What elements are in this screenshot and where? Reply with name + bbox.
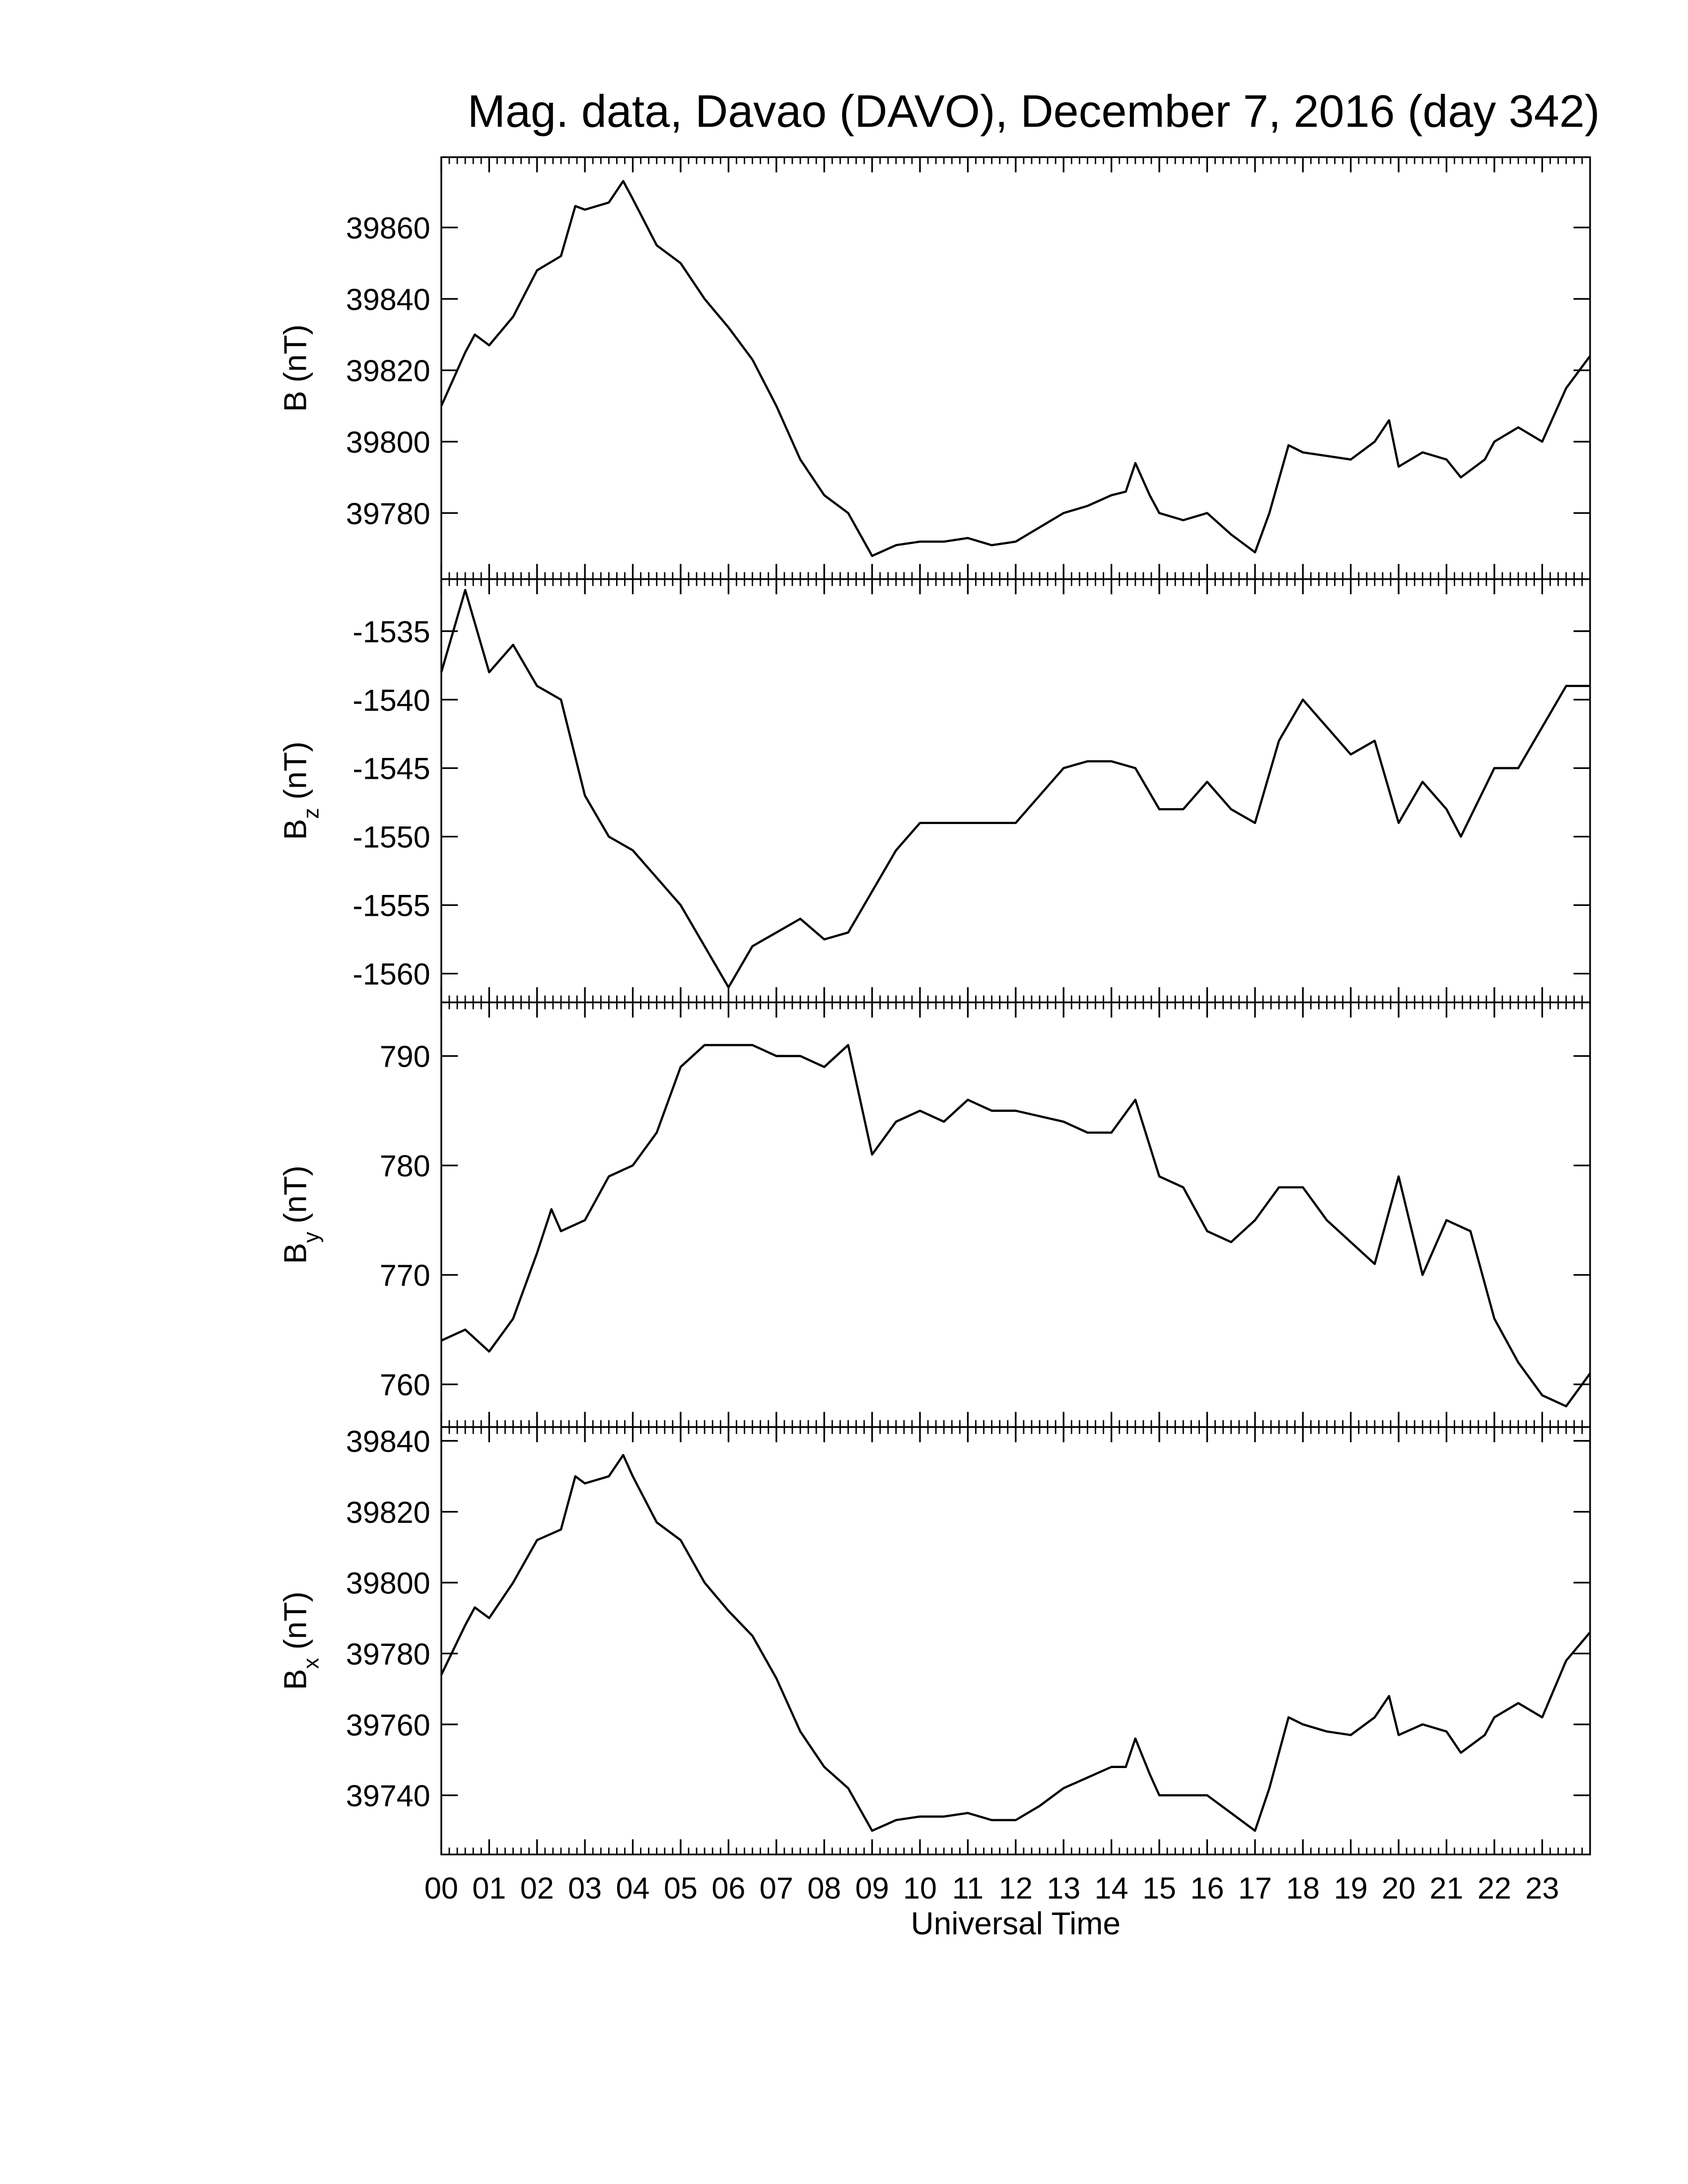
y-tick-label: 770 [380,1259,430,1293]
y-tick-label: -1545 [352,752,430,786]
y-label-symbol: B [278,1669,313,1690]
y-label-unit: (nT) [278,324,313,382]
x-tick-label: 11 [952,1871,984,1905]
x-tick-label: 10 [903,1871,937,1905]
y-tick-label: 39760 [346,1708,430,1742]
y-axis-label: Bx (nT) [278,1591,324,1690]
y-tick-label: 39840 [346,1425,430,1458]
x-tick-label: 19 [1334,1871,1368,1905]
y-tick-label: -1535 [352,615,430,649]
x-tick-label: 02 [520,1871,554,1905]
y-tick-label: 39740 [346,1779,430,1813]
x-tick-label: 01 [472,1871,506,1905]
x-tick-label: 20 [1382,1871,1415,1905]
y-tick-label: -1540 [352,683,430,717]
x-tick-label: 05 [664,1871,698,1905]
y-tick-label: 39840 [346,282,430,316]
y-label-symbol: B [278,391,313,412]
data-line [440,180,1591,557]
data-line [440,1044,1591,1408]
chart-title: Mag. data, Davao (DAVO), December 7, 201… [468,86,1600,137]
y-tick-label: 39800 [346,425,430,459]
y-axis-label: By (nT) [278,1165,324,1264]
y-label-unit: (nT) [278,1165,313,1224]
x-tick-label: 12 [999,1871,1033,1905]
y-tick-label: -1550 [352,820,430,854]
y-axis-label: B (nT) [278,324,313,411]
x-axis-label: Universal Time [911,1906,1121,1941]
y-tick-label: 39860 [346,211,430,245]
y-label-unit: (nT) [278,742,313,800]
y-tick-label: -1555 [352,889,430,923]
data-line [440,1454,1591,1832]
x-tick-label: 18 [1286,1871,1320,1905]
y-label-unit: (nT) [278,1591,313,1649]
x-tick-label: 08 [807,1871,841,1905]
y-tick-label: 39800 [346,1567,430,1600]
x-tick-label: 15 [1142,1871,1176,1905]
x-tick-label: 16 [1190,1871,1224,1905]
y-tick-label: 39780 [346,497,430,531]
y-axis-label: Bz (nT) [278,742,324,840]
y-tick-label: 39820 [346,1496,430,1529]
x-tick-label: 14 [1095,1871,1128,1905]
y-label-symbol: B [278,819,313,840]
x-tick-label: 00 [424,1871,458,1905]
x-tick-label: 21 [1430,1871,1464,1905]
y-tick-label: 760 [380,1368,430,1402]
y-label-subscript: y [299,1231,324,1243]
x-tick-label: 07 [760,1871,793,1905]
y-label-symbol: B [278,1243,313,1264]
x-tick-label: 06 [711,1871,745,1905]
y-tick-label: 780 [380,1149,430,1183]
x-tick-label: 23 [1525,1871,1559,1905]
x-tick-label: 04 [616,1871,650,1905]
y-tick-label: 39820 [346,354,430,388]
y-tick-label: -1560 [352,957,430,991]
y-label-subscript: x [299,1658,324,1669]
data-line [440,589,1590,989]
x-tick-label: 13 [1047,1871,1080,1905]
x-tick-label: 09 [855,1871,889,1905]
y-tick-label: 39780 [346,1637,430,1671]
x-tick-label: 17 [1238,1871,1272,1905]
x-tick-label: 22 [1477,1871,1511,1905]
y-tick-label: 790 [380,1040,430,1074]
y-label-subscript: z [299,808,324,819]
x-tick-label: 03 [568,1871,602,1905]
